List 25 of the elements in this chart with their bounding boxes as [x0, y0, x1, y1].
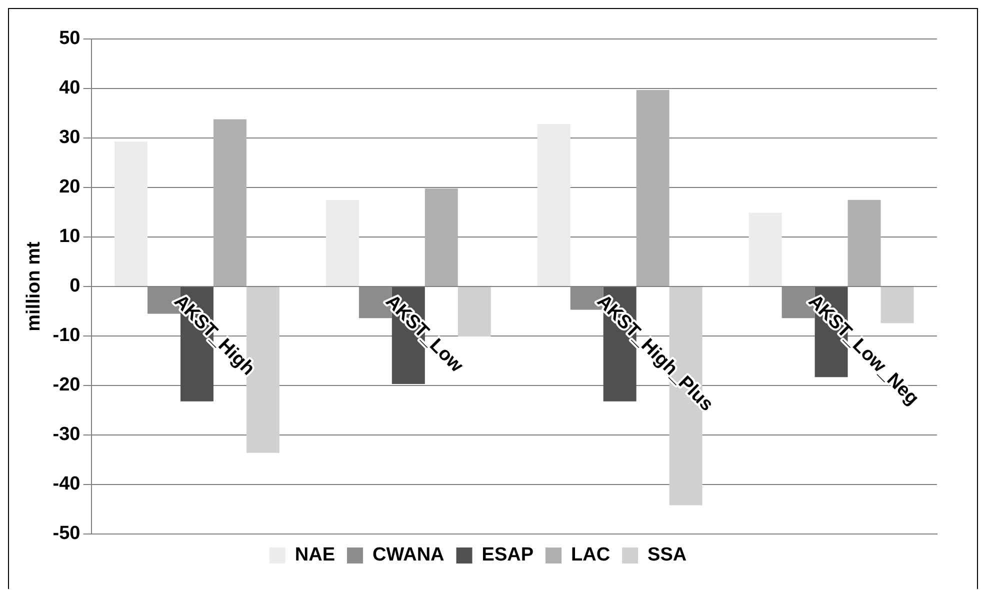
- bar: [537, 124, 570, 286]
- legend-label: LAC: [571, 544, 610, 566]
- bar: [748, 212, 782, 286]
- y-tick-label: 50: [59, 28, 80, 50]
- y-tick-label: -10: [52, 325, 80, 346]
- bar: [213, 119, 246, 286]
- y-tick-label: -20: [52, 374, 80, 396]
- y-tick-label: 0: [70, 276, 80, 297]
- y-axis-title: million mt: [24, 240, 45, 332]
- bar: [636, 90, 670, 286]
- legend-label: ESAP: [482, 544, 534, 566]
- legend-label: SSA: [648, 544, 687, 566]
- y-tick-label: -40: [52, 474, 80, 495]
- bar: [424, 188, 458, 286]
- bar: [114, 141, 148, 286]
- legend-label: NAE: [294, 544, 336, 566]
- bar: [848, 200, 881, 286]
- y-tick-label: 10: [59, 226, 80, 248]
- y-tick-label: 30: [59, 127, 80, 148]
- y-tick-label: -50: [52, 523, 80, 544]
- y-tick-label: -30: [52, 424, 80, 446]
- legend-label: CWANA: [372, 544, 445, 566]
- bar: [326, 200, 359, 286]
- y-tick-label: 20: [59, 176, 80, 198]
- y-tick-label: 40: [59, 78, 80, 99]
